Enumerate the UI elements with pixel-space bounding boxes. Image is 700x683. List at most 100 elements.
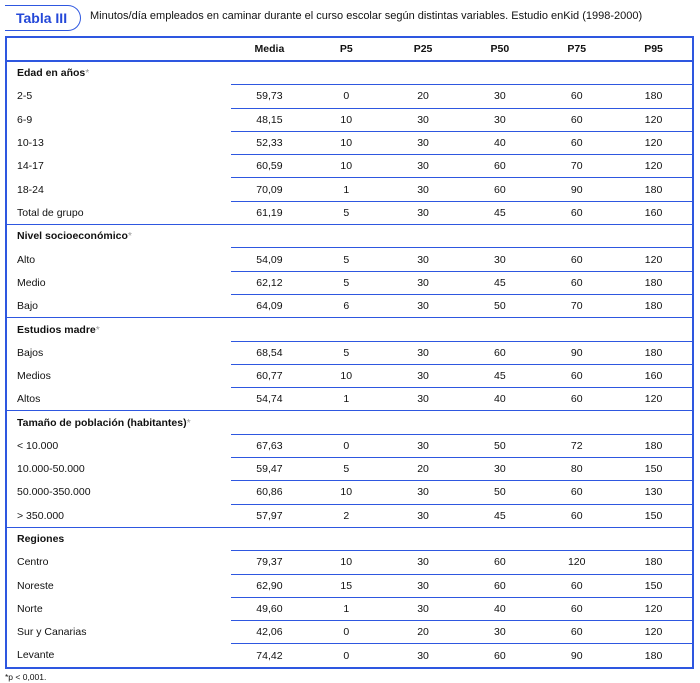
empty-cell xyxy=(384,317,462,342)
cell-p50: 40 xyxy=(461,597,539,622)
cell-p75: 60 xyxy=(538,597,616,622)
data-table: Media P5 P25 P50 P75 P95 Edad en años* 2-5 59,7… xyxy=(7,38,692,667)
cell-p75: 60 xyxy=(538,387,616,412)
table-row: Total de grupo 61,19 5 30 45 60 160 xyxy=(7,201,692,226)
cell-p50: 60 xyxy=(494,649,506,662)
table-row: Noreste 62,90 15 30 60 60 150 xyxy=(7,574,692,598)
table-row: 6-9 48,15 10 30 30 60 120 xyxy=(7,108,692,132)
group-label-text: Edad en años xyxy=(17,67,86,80)
empty-cell xyxy=(538,527,616,552)
cell-p75: 60 xyxy=(538,247,616,272)
cell-media: 57,97 xyxy=(231,504,308,528)
cell-p95: 160 xyxy=(615,364,692,389)
row-label: Centro xyxy=(17,556,49,569)
group-label-text: Nivel socioeconómico xyxy=(17,230,128,243)
cell-p25: 30 xyxy=(384,480,462,505)
cell-p25: 30 xyxy=(384,177,462,202)
cell-p25: 20 xyxy=(384,457,462,482)
row-label: < 10.000 xyxy=(17,439,59,452)
column-header: Media xyxy=(231,38,308,62)
table-number-badge: Tabla III xyxy=(5,5,81,31)
significance-marker: * xyxy=(95,323,100,336)
column-header xyxy=(7,38,231,62)
empty-cell xyxy=(615,61,692,86)
cell-p50: 60 xyxy=(461,341,539,365)
table-row: 18-24 70,09 1 30 60 90 180 xyxy=(7,177,692,202)
cell-p5: 10 xyxy=(307,550,385,575)
row-label: Noreste xyxy=(17,579,54,592)
table-row: Bajos 68,54 5 30 60 90 180 xyxy=(7,341,692,365)
cell-p95: 180 xyxy=(615,294,692,319)
empty-cell xyxy=(231,527,308,552)
column-header: P25 xyxy=(384,38,462,62)
table-row: 10-13 52,33 10 30 40 60 120 xyxy=(7,131,692,156)
cell-p5: 5 xyxy=(307,247,385,272)
cell-p75: 60 xyxy=(538,480,616,505)
cell-p95: 120 xyxy=(615,387,692,412)
empty-cell xyxy=(307,527,385,552)
group-header-row: Regiones xyxy=(7,527,692,552)
empty-cell xyxy=(307,317,385,342)
row-label: 18-24 xyxy=(17,183,44,196)
cell-p50: 30 xyxy=(461,84,539,109)
cell-p95: 180 xyxy=(615,177,692,202)
column-header: P50 xyxy=(461,38,539,62)
cell-media: 59,73 xyxy=(231,84,308,109)
column-header: P75 xyxy=(538,38,616,62)
table-row: Medio 62,12 5 30 45 60 180 xyxy=(7,271,692,295)
cell-p5: 5 xyxy=(307,271,385,295)
row-label: > 350.000 xyxy=(7,504,231,528)
cell-p95: 180 xyxy=(644,649,663,662)
cell-p50: 40 xyxy=(461,131,539,156)
cell-p25: 30 xyxy=(384,434,462,459)
cell-media: 54,09 xyxy=(231,247,308,272)
cell-p75: 60 xyxy=(538,364,616,389)
cell-p95: 120 xyxy=(615,247,692,272)
cell-media: 67,63 xyxy=(231,434,308,459)
cell-p75: 60 xyxy=(538,271,616,295)
empty-cell xyxy=(538,317,616,342)
empty-cell xyxy=(461,61,539,86)
cell-p75: 80 xyxy=(538,457,616,482)
cell-p25: 30 xyxy=(384,387,462,412)
group-label: Estudios madre* xyxy=(7,318,231,341)
cell-p75: 60 xyxy=(538,574,616,598)
cell-media: 60,77 xyxy=(231,364,308,389)
cell-p95: 120 xyxy=(615,597,692,622)
header-row: Media P5 P25 P50 P75 P95 xyxy=(7,38,692,62)
cell-p25: 30 xyxy=(384,364,462,389)
cell-p5: 10 xyxy=(307,108,385,132)
group-label: Nivel socioeconómico* xyxy=(7,225,231,248)
row-label: Altos xyxy=(7,387,231,412)
group-header-row: Edad en años* xyxy=(7,61,692,86)
table-row: 50.000-350.000 60,86 10 30 50 60 130 xyxy=(7,480,692,505)
row-label: 14-17 xyxy=(17,160,44,173)
cell-p5: 10 xyxy=(307,131,385,156)
table-row: Centro 79,37 10 30 60 120 180 xyxy=(7,550,692,575)
cell-p50: 60 xyxy=(461,154,539,179)
cell-p25: 30 xyxy=(384,574,462,598)
cell-p5: 2 xyxy=(307,504,385,528)
cell-p5: 0 xyxy=(307,84,385,109)
empty-cell xyxy=(461,527,539,552)
row-label: Medio xyxy=(17,276,46,289)
cell-p5: 10 xyxy=(307,480,385,505)
cell-p25: 30 xyxy=(384,550,462,575)
group-label-text: Estudios madre xyxy=(17,323,96,336)
cell-p50: 40 xyxy=(461,387,539,412)
significance-marker: * xyxy=(186,416,191,429)
cell-p95: 180 xyxy=(615,434,692,459)
cell-p5: 5 xyxy=(307,457,385,482)
significance-marker: * xyxy=(127,230,132,243)
cell-p95: 160 xyxy=(615,201,692,226)
empty-cell xyxy=(231,61,308,86)
cell-p5: 15 xyxy=(307,574,385,598)
significance-marker: * xyxy=(85,67,90,80)
cell-p95: 150 xyxy=(615,504,692,528)
cell-p25: 30 xyxy=(384,294,462,319)
cell-p50: 50 xyxy=(461,294,539,319)
cell-p50: 60 xyxy=(461,574,539,598)
cell-p5: 1 xyxy=(307,177,385,202)
cell-media: 74,42 xyxy=(256,649,283,662)
cell-p75: 90 xyxy=(538,177,616,202)
